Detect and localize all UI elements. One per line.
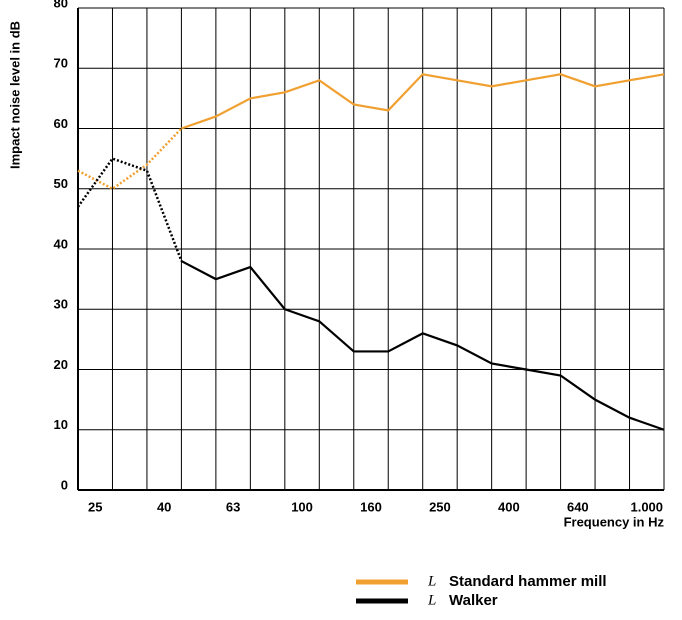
- legend-label: Standard hammer mill: [449, 573, 607, 590]
- y-tick-label: 80: [54, 0, 68, 10]
- y-tick-label: 40: [54, 236, 68, 251]
- line: [181, 73, 665, 130]
- y-tick-label: 20: [54, 357, 68, 372]
- legend-symbol: L: [427, 573, 436, 589]
- y-tick-label: 10: [54, 417, 68, 432]
- x-tick-label: 640: [567, 499, 589, 514]
- line-dotted: [76, 157, 183, 262]
- y-tick-label: 70: [54, 56, 68, 71]
- y-tick-label: 0: [61, 477, 68, 492]
- y-tick-label: 30: [54, 297, 68, 312]
- x-tick-label: 400: [498, 499, 520, 514]
- y-axis-label: Impact noise level in dB: [7, 21, 22, 169]
- y-tick-label: 60: [54, 116, 68, 131]
- x-axis-label: Frequency in Hz: [564, 514, 665, 529]
- x-tick-label: 40: [157, 499, 171, 514]
- x-tick-label: 1.000: [630, 499, 663, 514]
- line: [180, 260, 665, 431]
- legend-symbol: L: [427, 592, 436, 608]
- legend-label: Walker: [449, 592, 498, 609]
- x-tick-label: 250: [429, 499, 451, 514]
- x-tick-label: 100: [291, 499, 313, 514]
- line-dotted: [77, 127, 183, 191]
- x-tick-label: 25: [88, 499, 102, 514]
- y-tick-label: 50: [54, 176, 68, 191]
- x-tick-label: 63: [226, 499, 240, 514]
- x-tick-label: 160: [360, 499, 382, 514]
